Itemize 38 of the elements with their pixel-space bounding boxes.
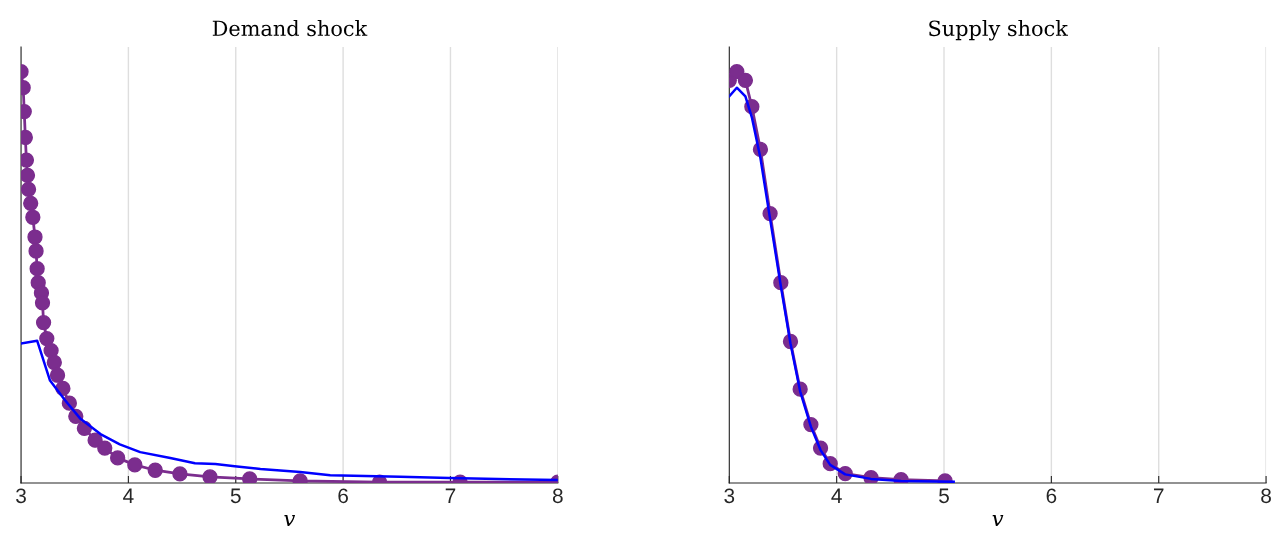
point — [127, 457, 143, 473]
point — [110, 450, 126, 466]
x-tick-label: 3 — [724, 488, 735, 504]
x-axis-title: v — [284, 515, 296, 526]
point — [172, 466, 188, 482]
x-axis-title: v — [992, 515, 1004, 526]
x-tick-label: 4 — [123, 488, 134, 503]
chart-title: Demand shock — [212, 20, 368, 37]
x-tick-label: 7 — [445, 488, 456, 503]
point — [27, 229, 43, 245]
point — [737, 72, 754, 88]
point — [49, 367, 66, 383]
x-tick-label: 6 — [338, 488, 348, 504]
chart-title: Supply shock — [929, 20, 1069, 41]
point — [21, 167, 36, 183]
point — [29, 261, 45, 277]
x-tick-label: 3 — [16, 488, 26, 504]
point — [21, 181, 37, 197]
point — [21, 152, 35, 168]
point — [97, 440, 113, 456]
x-tick-label: 5 — [939, 488, 949, 504]
x-tick-label: 8 — [1261, 488, 1271, 504]
point — [39, 330, 55, 347]
point — [35, 314, 52, 331]
point — [28, 243, 44, 259]
x-tick-label: 5 — [230, 488, 241, 504]
point — [202, 469, 218, 483]
point — [23, 195, 39, 211]
x-tick-label: 4 — [831, 488, 842, 503]
x-tick-label: 7 — [1154, 488, 1164, 503]
point — [43, 342, 59, 359]
point — [242, 471, 258, 483]
point — [147, 462, 163, 478]
point — [25, 209, 41, 225]
point — [46, 354, 62, 371]
x-tick-label: 6 — [1046, 488, 1057, 504]
x-tick-label: 8 — [552, 488, 563, 504]
point — [34, 295, 51, 311]
